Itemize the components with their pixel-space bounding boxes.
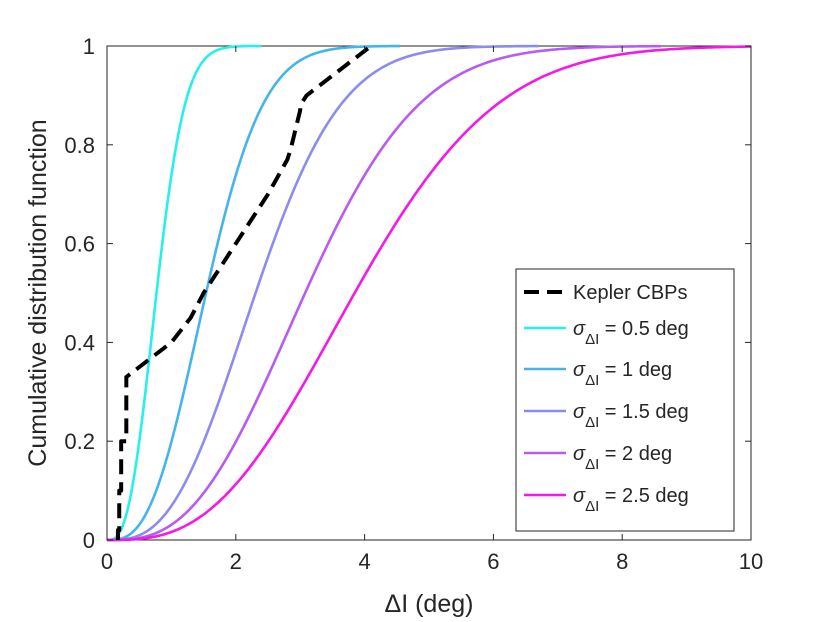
x-tick-label: 0 <box>101 549 113 574</box>
x-tick-label: 6 <box>487 549 499 574</box>
legend-label: σ <box>573 359 586 381</box>
legend-subscript: ΔI <box>585 414 599 431</box>
legend-label: σ <box>573 485 586 507</box>
legend-label: Kepler CBPs <box>573 282 688 304</box>
legend-entry: σΔI = 0.5 deg <box>573 318 689 348</box>
legend-label: σ <box>573 401 586 423</box>
legend-label: σ <box>573 443 586 465</box>
legend-value: = 1.5 deg <box>599 401 689 423</box>
x-tick-label: 4 <box>358 549 370 574</box>
legend-subscript: ΔI <box>585 498 599 515</box>
legend-entry: σΔI = 2 deg <box>573 443 672 473</box>
legend-entry: σΔI = 2.5 deg <box>573 485 689 515</box>
legend-entry: σΔI = 1.5 deg <box>573 401 689 431</box>
legend-entry: σΔI = 1 deg <box>573 359 672 389</box>
cdf-line-sigma-2 <box>107 44 661 542</box>
y-tick-label: 0.4 <box>64 330 95 355</box>
legend-subscript: ΔI <box>585 372 599 389</box>
y-tick-label: 0.2 <box>64 429 95 454</box>
legend-value: = 2 deg <box>599 443 672 465</box>
legend-value: = 1 deg <box>599 359 672 381</box>
legend-entry: Kepler CBPs <box>573 282 688 304</box>
kepler-cbps-line <box>115 44 373 540</box>
cdf-line-sigma-1 <box>106 44 401 542</box>
x-axis-label: ΔI (deg) <box>385 590 474 618</box>
legend-subscript: ΔI <box>585 456 599 473</box>
legend-box <box>515 268 735 532</box>
y-tick-label: 0 <box>83 528 95 553</box>
cdf-line-sigma-1-5 <box>107 44 539 542</box>
x-tick-label: 10 <box>739 549 763 574</box>
ticks-layer: 0 2 4 6 8 10 0 0.2 0.4 0.6 0.8 1 <box>64 34 763 574</box>
legend-subscript: ΔI <box>585 331 599 348</box>
legend-label: σ <box>573 318 586 340</box>
y-tick-label: 1 <box>83 34 95 59</box>
cdf-line-sigma-2-5 <box>107 45 752 542</box>
x-tick-label: 2 <box>230 549 242 574</box>
x-tick-label: 8 <box>616 549 628 574</box>
y-tick-label: 0.8 <box>64 133 95 158</box>
legend-value: = 2.5 deg <box>599 485 689 507</box>
legend-value: = 0.5 deg <box>599 318 689 340</box>
y-axis-label: Cumulative distribution function <box>24 119 52 466</box>
y-tick-label: 0.6 <box>64 232 95 257</box>
